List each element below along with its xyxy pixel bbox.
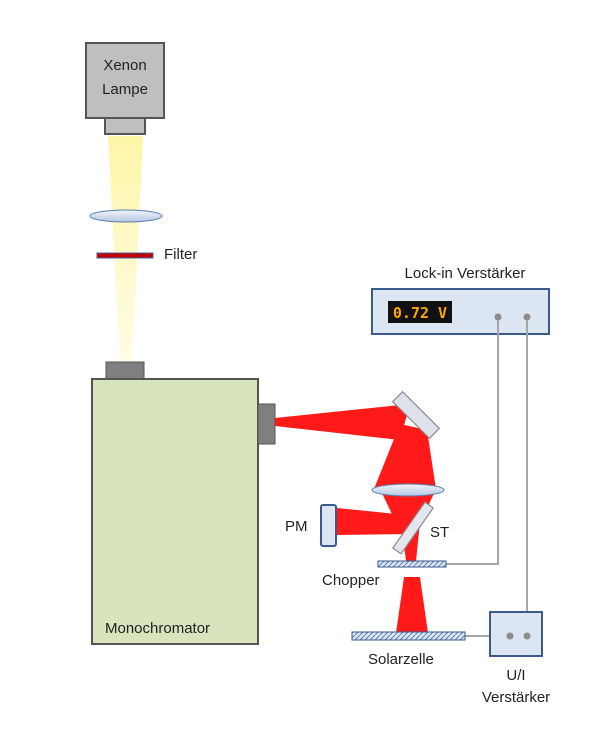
mirror [391, 390, 441, 440]
filter-element [96, 252, 154, 259]
ui-output-terminal [523, 632, 531, 640]
solar-cell-label: Solarzelle [368, 651, 434, 668]
ui-label-line1: U/I [506, 667, 525, 684]
xenon-lamp: Xenon Lampe [85, 42, 165, 135]
lockin-display [388, 301, 452, 323]
ui-label-line2: Verstärker [482, 689, 550, 706]
beam-lens-to-splitter [380, 489, 436, 535]
beam-to-mirror [275, 404, 410, 440]
monochromator-inlet [105, 361, 145, 380]
monochromator-outlet [257, 403, 276, 445]
solar-cell [351, 631, 466, 641]
lamp-label-line1: Xenon [103, 57, 146, 74]
lamp-housing [85, 42, 165, 119]
lockin-display-value: 0.72 V [393, 304, 447, 322]
filter-label: Filter [164, 246, 197, 263]
beam-down-to-lens [374, 424, 436, 489]
lamp-outlet [104, 117, 146, 135]
monochromator-label: Monochromator [105, 620, 210, 637]
monochromator: Monochromator [91, 361, 276, 645]
chopper-label: Chopper [322, 572, 380, 589]
beam-to-solar-cell [396, 577, 428, 633]
lockin-title: Lock-in Verstärker [405, 265, 526, 282]
ui-box [489, 611, 543, 657]
beam-to-pm [337, 508, 416, 535]
photomultiplier [320, 504, 337, 547]
lock-in-amplifier: Lock-in Verstärker 0.72 V [371, 265, 550, 335]
ui-input-terminal [506, 632, 514, 640]
pm-label: PM [285, 518, 308, 535]
lamp-label-line2: Lampe [102, 81, 148, 98]
lens-bottom [371, 483, 445, 497]
beam-splitter [392, 501, 434, 555]
lockin-input-a [494, 313, 502, 321]
monochromator-body [91, 378, 259, 645]
st-label: ST [430, 524, 449, 541]
signal-wires [446, 317, 528, 637]
ui-amplifier: U/I Verstärker [482, 611, 550, 706]
chopper-wheel [377, 560, 447, 568]
lens-top [89, 209, 163, 223]
lamp-beam [108, 136, 143, 364]
lockin-input-b [523, 313, 531, 321]
wire-chopper-to-lockin [446, 317, 499, 565]
